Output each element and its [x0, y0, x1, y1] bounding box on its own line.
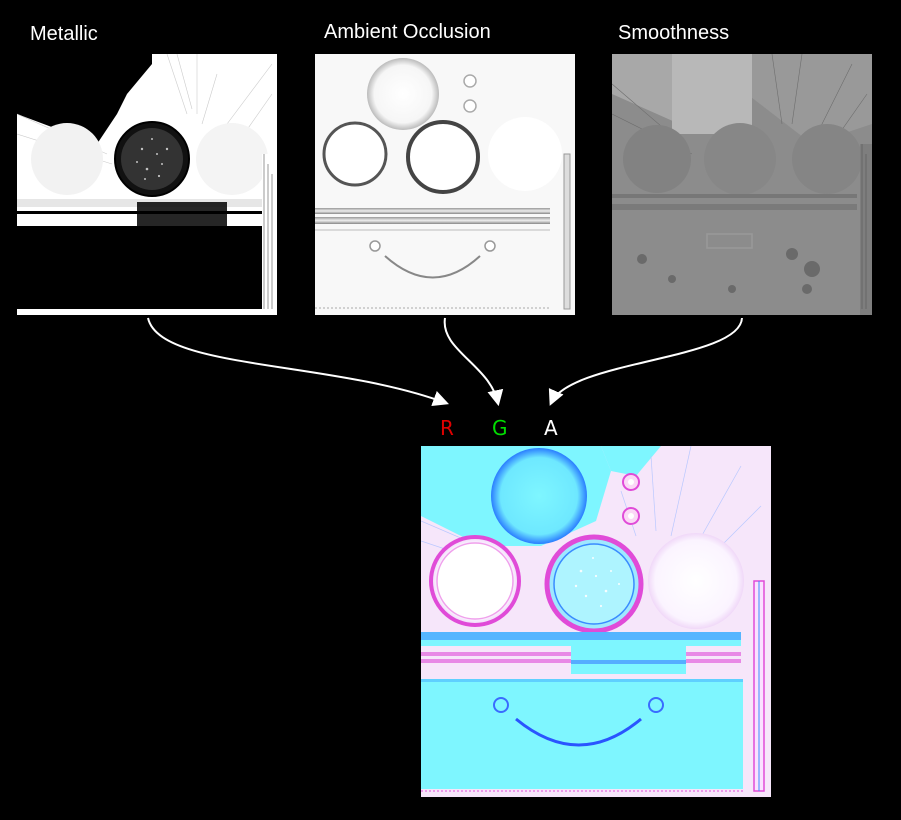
metallic-to-r-arrow: [147, 317, 450, 407]
ao-to-g-arrow: [443, 317, 504, 407]
metallic-label: Metallic: [30, 23, 98, 45]
ambient-occlusion-map: [315, 54, 575, 315]
smoothness-label: Smoothness: [618, 22, 730, 44]
smoothness-to-a-arrow: [548, 317, 743, 406]
channel-a-label: A: [544, 416, 558, 440]
ambient-occlusion-label: Ambient Occlusion: [324, 21, 491, 43]
metallic-map: [17, 54, 277, 315]
smoothness-map: [612, 54, 872, 315]
channel-r-label: R: [440, 416, 454, 440]
channel-g-label: G: [492, 416, 508, 440]
packed-mask-map: [421, 446, 771, 797]
